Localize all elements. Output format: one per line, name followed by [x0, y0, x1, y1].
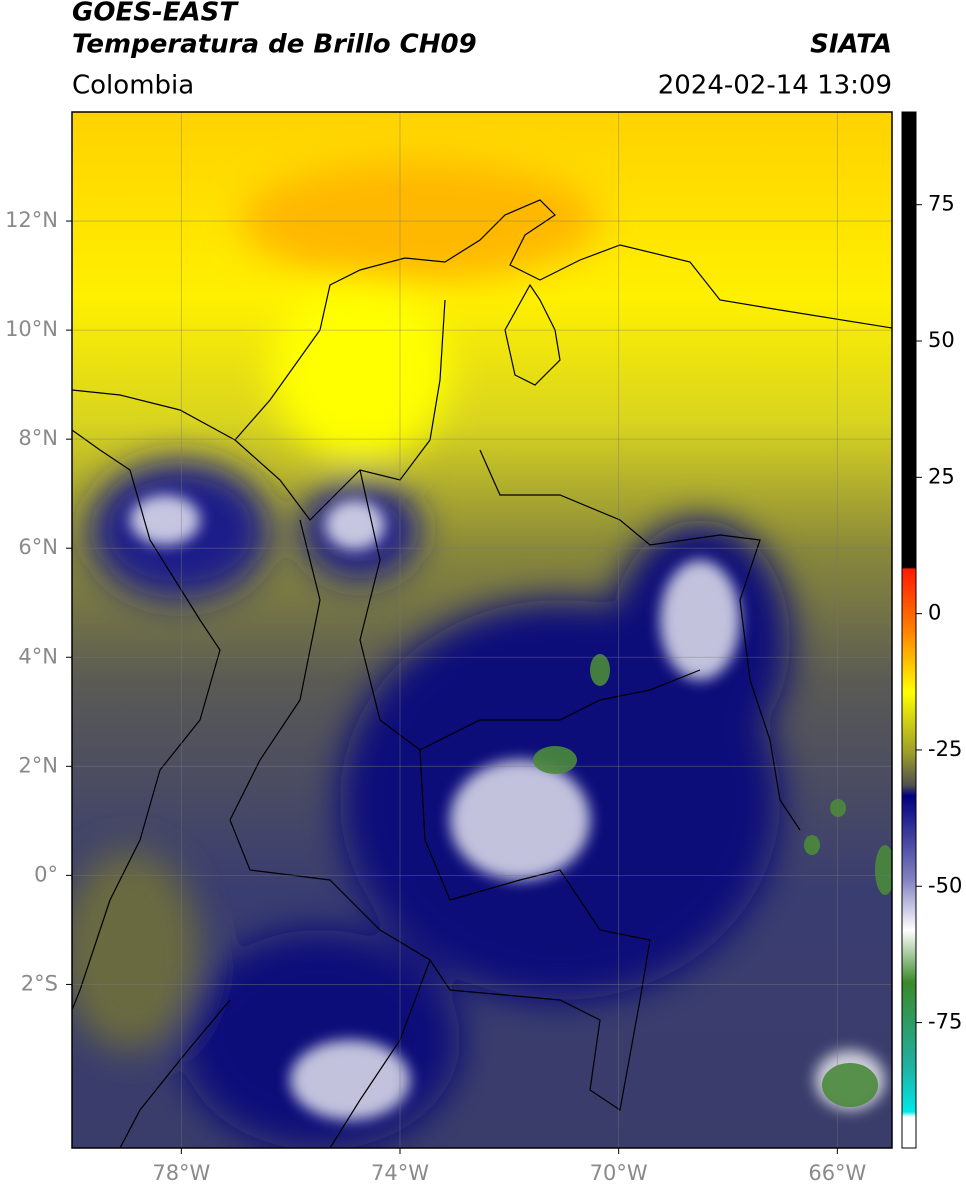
y-tick-label: 2°N	[18, 753, 58, 777]
colorbar-tick-label: 50	[928, 328, 955, 352]
y-tick-label: 2°S	[21, 971, 58, 995]
y-tick-label: 6°N	[18, 535, 58, 559]
colorbar-tick-label: 75	[928, 192, 955, 216]
x-tick-label: 70°W	[590, 1161, 648, 1185]
satellite-image	[72, 112, 892, 1148]
y-tick-label: 8°N	[18, 426, 58, 450]
y-tick-label: 4°N	[18, 644, 58, 668]
colorbar-tick-label: -75	[928, 1010, 962, 1034]
y-tick-label: 0°	[34, 862, 58, 886]
colorbar-tick-label: 0	[928, 601, 941, 625]
colorbar	[901, 111, 917, 1149]
y-tick-label: 10°N	[5, 317, 58, 341]
x-tick-label: 66°W	[808, 1161, 866, 1185]
graticule	[72, 112, 892, 1148]
colorbar-tick-label: -25	[928, 737, 962, 761]
product-title: Temperatura de Brillo CH09	[72, 30, 477, 60]
x-tick-label: 78°W	[152, 1161, 210, 1185]
colorbar-tick-label: 25	[928, 464, 955, 488]
region-label: Colombia	[72, 71, 194, 101]
y-tick-label: 12°N	[5, 208, 58, 232]
datetime-label: 2024-02-14 13:09	[658, 71, 892, 101]
map-frame	[71, 111, 893, 1149]
x-tick-label: 74°W	[371, 1161, 429, 1185]
source-label: SIATA	[810, 30, 892, 60]
colorbar-tick-label: -50	[928, 873, 962, 897]
satellite-title: GOES-EAST	[72, 0, 239, 28]
